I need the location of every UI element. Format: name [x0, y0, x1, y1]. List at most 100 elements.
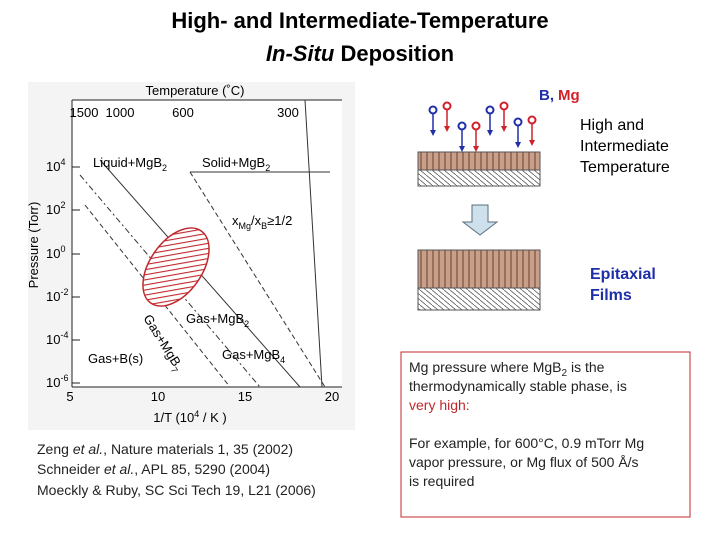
legend: B, Mg [539, 87, 580, 104]
region-sub: 2 [265, 163, 270, 173]
ratio-label: xMg/xB≥1/2 [232, 213, 292, 231]
x-label-pre: 1/T (10 [153, 410, 194, 425]
y-tick-label: 10-4 [46, 330, 68, 347]
atom-arrowhead [473, 146, 479, 152]
legend-mg: Mg [558, 87, 580, 104]
atom-arrowhead [430, 130, 436, 136]
region-label: Gas+B(s) [88, 351, 143, 366]
y-tick-base: 10 [46, 289, 60, 304]
top-axis-label: Temperature (˚C) [146, 83, 245, 98]
region-sub: 7 [169, 365, 180, 375]
x-tick-label: 15 [238, 389, 252, 404]
y-axis-label: Pressure (Torr) [26, 202, 41, 289]
atom [499, 101, 509, 111]
y-tick-label: 10-2 [46, 287, 68, 304]
atom [513, 117, 523, 127]
note-highlight: very high: [409, 397, 470, 413]
film [417, 249, 541, 289]
ref-italic: et al. [104, 461, 134, 477]
y-tick-exp: 2 [60, 200, 65, 210]
y-tick-exp: -4 [60, 330, 68, 340]
atom [485, 105, 495, 115]
region-sub: 4 [280, 355, 285, 365]
region-label: Solid+MgB2 [202, 155, 270, 173]
y-tick-exp: 0 [60, 244, 65, 254]
result-label: Epitaxial Films [590, 266, 656, 304]
y-tick-base: 10 [46, 159, 60, 174]
region-sub: 2 [162, 163, 167, 173]
y-tick-label: 104 [46, 157, 65, 174]
x-tick-label: 5 [66, 389, 73, 404]
atom [442, 101, 452, 111]
top-tick-label: 300 [277, 105, 299, 120]
x-label-sup: 4 [194, 409, 199, 419]
note-line: Mg pressure where MgB2 is the [409, 359, 605, 379]
example-text: For example, for 600°C, 0.9 mTorr Mg vapo… [409, 435, 644, 489]
y-tick-base: 10 [46, 332, 60, 347]
ratio-sub: Mg [239, 221, 252, 231]
title-rest: Deposition [334, 41, 454, 66]
ref-post: , APL 85, 5290 (2004) [134, 461, 270, 477]
y-tick-exp: 4 [60, 157, 65, 167]
process-arrow [461, 204, 499, 236]
temp-line: High and [580, 117, 644, 134]
top-tick-label: 1000 [106, 105, 135, 120]
substrate [417, 287, 541, 311]
y-tick-base: 10 [46, 202, 60, 217]
result-line: Epitaxial [590, 266, 656, 283]
y-tick-base: 10 [46, 246, 60, 261]
region-label: Gas+MgB4 [222, 347, 285, 365]
reference: Moeckly & Ruby, SC Sci Tech 19, L21 (200… [37, 482, 316, 498]
top-tick-label: 600 [172, 105, 194, 120]
temp-line: Temperature [580, 159, 670, 176]
region-text: Gas+MgB [186, 311, 244, 326]
x-tick-label: 20 [325, 389, 339, 404]
atom [457, 121, 467, 131]
ref-italic: et al. [73, 441, 103, 457]
y-tick-label: 10-6 [46, 373, 68, 390]
note-sub: 2 [562, 368, 568, 379]
atom [428, 105, 438, 115]
x-axis-label: 1/T (104 / K ) [153, 409, 226, 425]
region-label: Liquid+MgB2 [93, 155, 167, 173]
y-tick-label: 102 [46, 200, 65, 217]
phase-line [189, 171, 326, 388]
note-pre: Mg pressure where MgB [409, 359, 562, 375]
ratio-pre: x [232, 213, 239, 228]
reference: Schneider et al., APL 85, 5290 (2004) [37, 461, 270, 477]
x-label-post: / K ) [199, 410, 226, 425]
ratio-mid: /x [251, 213, 262, 228]
atom-arrowhead [529, 140, 535, 146]
y-tick-exp: -6 [60, 373, 68, 383]
substrate [417, 169, 541, 187]
region-label: Gas+MgB2 [186, 311, 249, 329]
example-line: is required [409, 473, 474, 489]
atom-arrowhead [487, 130, 493, 136]
atom [471, 121, 481, 131]
atom-arrowhead [444, 126, 450, 132]
atoms [428, 101, 537, 152]
ref-pre: Schneider [37, 461, 104, 477]
title-line1: High- and Intermediate-Temperature [171, 8, 548, 33]
result-line: Films [590, 287, 632, 304]
top-tick-label: 1500 [70, 105, 99, 120]
title-line2: In-Situ Deposition [266, 41, 454, 66]
phase-line [304, 99, 323, 388]
atom-arrowhead [459, 146, 465, 152]
temp-line: Intermediate [580, 138, 669, 155]
phase-diagram: Temperature (˚C) 1500 1000 600 300 Press… [26, 82, 355, 430]
note-line: thermodynamically stable phase, is [409, 378, 627, 394]
phase-line [79, 174, 261, 388]
region-text: Solid+MgB [202, 155, 265, 170]
x-tick-label: 10 [151, 389, 165, 404]
reference: Zeng et al., Nature materials 1, 35 (200… [37, 441, 293, 457]
region-text: Gas+MgB [222, 347, 280, 362]
atom-arrowhead [501, 126, 507, 132]
film [417, 151, 541, 171]
ratio-sub: B [261, 221, 267, 231]
title-italic: In-Situ [266, 41, 335, 66]
ref-pre: Zeng [37, 441, 73, 457]
example-line: For example, for 600°C, 0.9 mTorr Mg [409, 435, 644, 451]
region-sub: 2 [244, 319, 249, 329]
